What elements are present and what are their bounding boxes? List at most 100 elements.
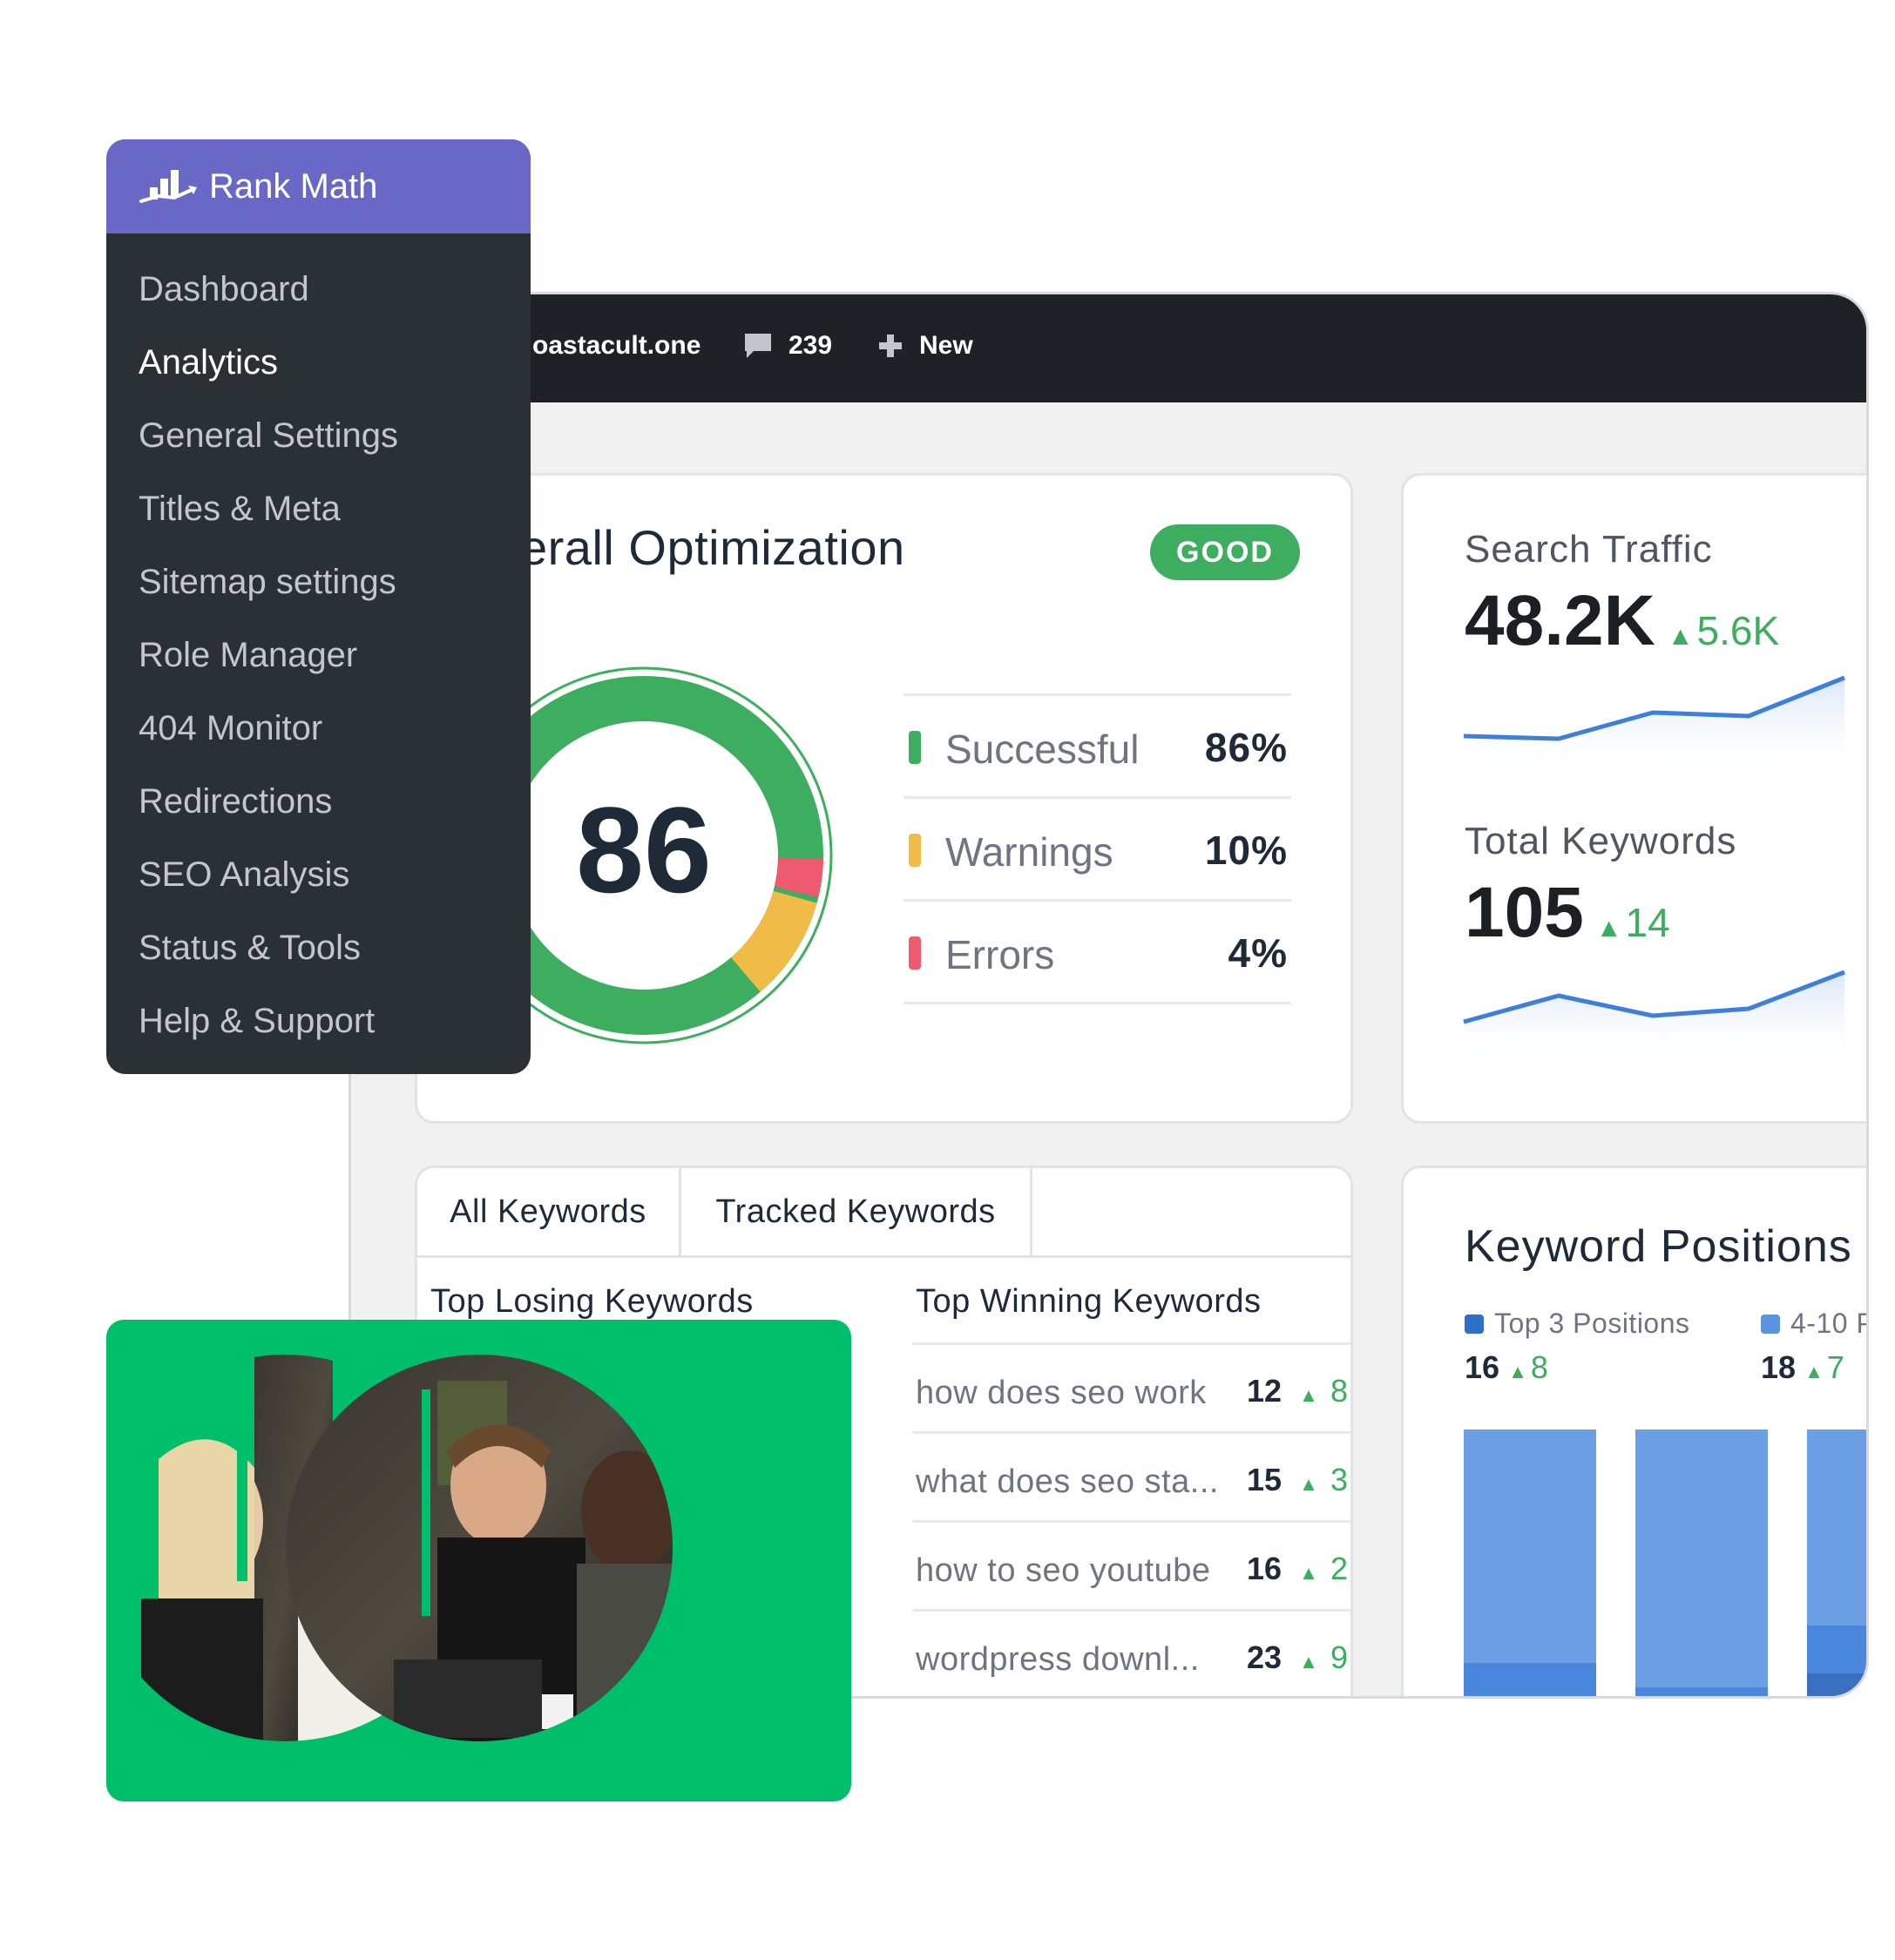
sidebar-item-redirections[interactable]: Redirections xyxy=(139,782,333,821)
top-winning-heading: Top Winning Keywords xyxy=(916,1283,1262,1320)
legend-number: 16 xyxy=(1465,1349,1500,1385)
sidebar-item-titles-meta[interactable]: Titles & Meta xyxy=(139,490,341,528)
bar-1-segment xyxy=(1464,1663,1596,1696)
positions-bar-chart xyxy=(1464,1429,1866,1696)
search-traffic-delta: ▲5.6K xyxy=(1668,607,1779,654)
errors-marker xyxy=(909,936,921,970)
keyword-positions-card: Keyword Positions Top 3 Positions 16 ▲ 8 … xyxy=(1401,1166,1869,1696)
keyword-position: 15 xyxy=(1246,1462,1282,1497)
new-label: New xyxy=(919,331,973,360)
keyword-change: ▲ 8 xyxy=(1299,1373,1348,1409)
legend-label: Top 3 Positions xyxy=(1494,1308,1690,1339)
legend-top-3: Top 3 Positions xyxy=(1465,1308,1690,1340)
keyword-row[interactable]: what does seo sta... 15 ▲ 3 xyxy=(912,1431,1350,1523)
keyword-position: 16 xyxy=(1246,1551,1282,1586)
search-traffic-number: 48.2K xyxy=(1465,581,1655,660)
stat-label: Successful xyxy=(945,727,1140,772)
total-keywords-value: 105 ▲14 xyxy=(1465,872,1670,954)
bar-2 xyxy=(1635,1429,1768,1696)
bar-3-segment-dark xyxy=(1807,1673,1866,1696)
legend-delta-value: 7 xyxy=(1826,1349,1844,1385)
total-keywords-sparkline xyxy=(1463,970,1845,1068)
up-arrow-icon: ▲ xyxy=(1299,1473,1318,1495)
keyword-position: 12 xyxy=(1246,1373,1282,1409)
keyword-change-value: 8 xyxy=(1330,1373,1348,1409)
sidebar-item-status-tools[interactable]: Status & Tools xyxy=(139,929,361,967)
keyword-name: how does seo work xyxy=(916,1375,1207,1411)
keyword-name: what does seo sta... xyxy=(916,1463,1219,1500)
stat-label: Warnings xyxy=(945,829,1113,875)
team-photo xyxy=(141,1355,673,1741)
keyword-row[interactable]: how does seo work 12 ▲ 8 xyxy=(912,1342,1350,1434)
tab-tracked-keywords[interactable]: Tracked Keywords xyxy=(681,1168,1032,1255)
sidebar-item-seo-analysis[interactable]: SEO Analysis xyxy=(139,855,350,894)
stat-value: 4% xyxy=(1228,930,1288,976)
up-arrow-icon: ▲ xyxy=(1299,1562,1318,1584)
keyword-change-value: 2 xyxy=(1330,1551,1348,1586)
keyword-position: 23 xyxy=(1246,1639,1282,1675)
card-title: erall Optimization xyxy=(520,520,905,575)
total-keywords-number: 105 xyxy=(1465,873,1584,952)
total-keywords-title: Total Keywords xyxy=(1465,820,1737,862)
keyword-name: how to seo youtube xyxy=(916,1552,1211,1589)
sidebar-item-analytics[interactable]: Analytics xyxy=(139,343,279,382)
admin-topbar: oastacult.one 239 New xyxy=(351,294,1866,402)
top-losing-heading: Top Losing Keywords xyxy=(430,1283,754,1320)
legend-value-4-10: 18 ▲ 7 xyxy=(1761,1349,1844,1386)
legend-label: 4-10 P xyxy=(1790,1308,1869,1339)
keyword-change-value: 9 xyxy=(1330,1639,1348,1675)
stat-value: 86% xyxy=(1204,725,1288,770)
comments-link[interactable]: 239 xyxy=(743,331,832,361)
sidebar-item-dashboard[interactable]: Dashboard xyxy=(139,270,309,308)
stat-divider xyxy=(904,1002,1291,1004)
legend-value-top-3: 16 ▲ 8 xyxy=(1465,1349,1548,1386)
legend-swatch xyxy=(1761,1314,1780,1334)
overall-optimization-card: erall Optimization GOOD 86 Successful 86… xyxy=(415,473,1353,1124)
total-keywords-delta: ▲14 xyxy=(1596,899,1670,946)
keyword-positions-title: Keyword Positions xyxy=(1465,1221,1852,1272)
keyword-row[interactable]: wordpress downl... 23 ▲ 9 xyxy=(912,1609,1350,1696)
warnings-marker xyxy=(909,834,921,867)
plus-icon xyxy=(879,335,902,357)
keyword-name: wordpress downl... xyxy=(916,1641,1200,1678)
search-traffic-sparkline xyxy=(1463,675,1845,776)
comment-icon xyxy=(745,334,771,358)
keyword-row[interactable]: how to seo youtube 16 ▲ 2 xyxy=(912,1520,1350,1612)
rank-math-logo-icon xyxy=(139,170,197,203)
new-content-button[interactable]: New xyxy=(877,331,973,361)
keyword-change: ▲ 3 xyxy=(1299,1462,1348,1498)
keywords-delta-value: 14 xyxy=(1625,900,1670,945)
keywords-tabs: All Keywords Tracked Keywords xyxy=(417,1168,1350,1258)
stat-value: 10% xyxy=(1204,828,1288,873)
brand-name: Rank Math xyxy=(209,166,378,206)
bar-2-segment xyxy=(1635,1687,1768,1696)
keyword-change: ▲ 9 xyxy=(1299,1639,1348,1676)
legend-delta: ▲ 8 xyxy=(1508,1349,1548,1385)
keyword-change-value: 3 xyxy=(1330,1462,1348,1497)
site-name: oastacult.one xyxy=(532,331,701,360)
rank-math-header[interactable]: Rank Math xyxy=(106,139,531,233)
team-photo-block xyxy=(106,1320,851,1801)
up-arrow-icon: ▲ xyxy=(1667,622,1694,651)
bar-1 xyxy=(1464,1429,1596,1696)
sidebar-item-role-manager[interactable]: Role Manager xyxy=(139,636,358,674)
up-arrow-icon: ▲ xyxy=(1804,1361,1824,1382)
site-link[interactable]: oastacult.one xyxy=(532,331,700,361)
rank-math-menu: Rank Math Dashboard Analytics General Se… xyxy=(106,139,531,1074)
search-delta-value: 5.6K xyxy=(1696,608,1780,653)
sidebar-item-general-settings[interactable]: General Settings xyxy=(139,416,398,455)
stat-label: Errors xyxy=(945,932,1055,977)
sidebar-item-sitemap-settings[interactable]: Sitemap settings xyxy=(139,563,396,601)
up-arrow-icon: ▲ xyxy=(1299,1384,1318,1406)
up-arrow-icon: ▲ xyxy=(1508,1361,1527,1382)
legend-swatch xyxy=(1465,1314,1484,1334)
sidebar-item-help-support[interactable]: Help & Support xyxy=(139,1002,376,1040)
legend-number: 18 xyxy=(1761,1349,1797,1385)
tab-all-keywords[interactable]: All Keywords xyxy=(417,1168,681,1255)
legend-delta-value: 8 xyxy=(1530,1349,1548,1385)
up-arrow-icon: ▲ xyxy=(1299,1651,1318,1673)
successful-marker xyxy=(909,731,921,764)
legend-4-10: 4-10 P xyxy=(1761,1308,1869,1340)
stat-row-successful: Successful 86% xyxy=(904,693,1291,799)
sidebar-item-404-monitor[interactable]: 404 Monitor xyxy=(139,709,323,747)
